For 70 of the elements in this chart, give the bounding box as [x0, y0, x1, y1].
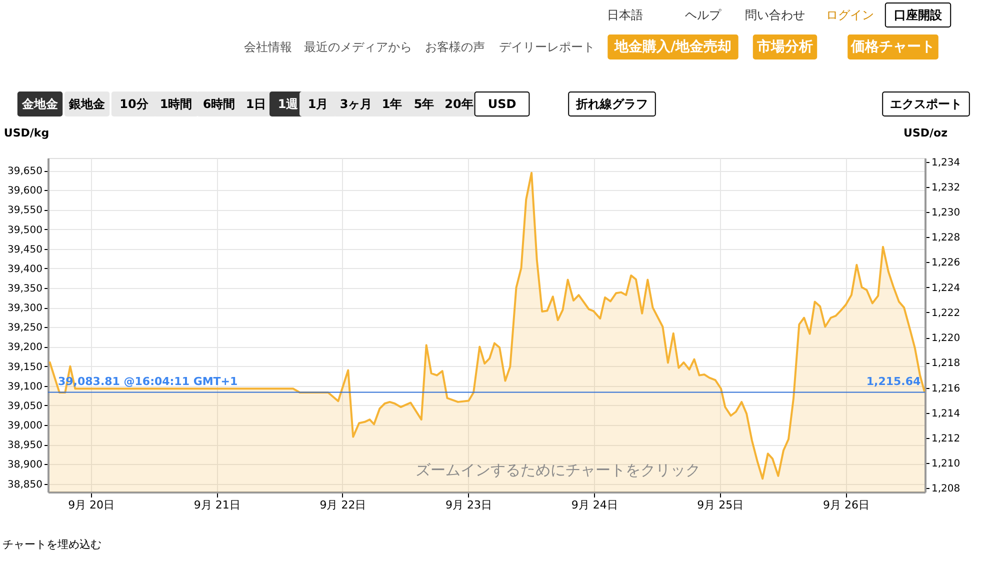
text: ログイン	[826, 8, 874, 22]
y-tick-label: 39,200	[8, 342, 42, 354]
y-tick-label: 39,350	[8, 284, 42, 294]
y-tick-label: 39,100	[8, 381, 42, 392]
text: 口座開設	[894, 8, 943, 22]
annotation: 1,215.64	[866, 375, 921, 388]
y2-tick-label: 1,232	[932, 182, 960, 194]
text: 20年	[444, 97, 474, 111]
text: 3ヶ月	[340, 97, 372, 111]
text: 1日	[246, 97, 266, 111]
text: 問い合わせ	[745, 8, 805, 22]
text: 6時間	[202, 97, 236, 111]
y2-tick-label: 1,210	[932, 458, 960, 470]
y2-tick-label: 1,234	[932, 157, 960, 168]
x-tick-label: 9月 26日	[823, 498, 870, 512]
text: USD	[488, 97, 516, 111]
text: ヘルプ	[685, 8, 722, 22]
x-tick-label: 9月 25日	[697, 498, 744, 512]
y-tick-label: 39,500	[8, 224, 42, 236]
y-tick-label: 38,900	[8, 460, 42, 471]
y-tick-label: 38,950	[8, 440, 42, 452]
y2-tick-label: 1,224	[932, 282, 960, 294]
text: 日本語	[607, 8, 643, 22]
y-tick-label: 39,000	[8, 420, 42, 432]
y-tick-label: 39,600	[8, 186, 42, 197]
text: 1年	[382, 97, 402, 111]
text: チャートを埋め込む	[2, 538, 102, 551]
text: 会社情報	[244, 40, 292, 54]
annotation: ズームインするためにチャートをクリック	[416, 461, 700, 479]
y2-tick-label: 1,208	[932, 484, 960, 495]
y2-tick-label: 1,230	[932, 207, 960, 218]
y-tick-label: 39,400	[8, 264, 42, 275]
y-tick-label: 39,050	[8, 400, 42, 412]
x-tick-label: 9月 20日	[68, 498, 115, 512]
text: 1月	[308, 97, 328, 111]
y2-tick-label: 1,226	[932, 258, 960, 269]
text: デイリーレポート	[499, 40, 595, 54]
y2-tick-label: 1,220	[932, 333, 960, 344]
x-tick-label: 9月 24日	[571, 498, 618, 512]
text: 金地金	[21, 97, 59, 111]
y-tick-label: 39,550	[8, 205, 42, 216]
y-tick-label: 39,300	[8, 303, 42, 314]
y2-tick-label: 1,216	[932, 383, 960, 394]
text: 銀地金	[68, 97, 106, 111]
text: 最近のメディアから	[304, 40, 412, 54]
y-axis-title: USD/kg	[4, 126, 50, 140]
text: 地金購入/地金売却	[613, 39, 732, 55]
text: お客様の声	[425, 40, 485, 54]
y-tick-label: 39,250	[8, 322, 42, 334]
y-tick-label: 39,150	[8, 362, 42, 373]
text: 折れ線グラフ	[575, 97, 648, 111]
x-tick-label: 9月 23日	[446, 498, 492, 512]
y2-tick-label: 1,212	[932, 434, 960, 445]
y-tick-label: 39,650	[8, 166, 42, 178]
y2-tick-label: 1,228	[932, 232, 960, 244]
text: エクスポート	[890, 97, 962, 111]
text: 市場分析	[756, 38, 813, 55]
x-tick-label: 9月 22日	[320, 498, 366, 512]
y2-tick-label: 1,222	[932, 308, 960, 319]
text: 1時間	[160, 97, 192, 111]
x-tick-label: 9月 21日	[194, 498, 240, 512]
text: 価格チャート	[850, 39, 935, 55]
text: 5年	[414, 97, 434, 111]
y2-tick-label: 1,214	[932, 408, 960, 420]
y-tick-label: 38,850	[8, 479, 42, 490]
text: 1週	[278, 97, 300, 111]
text: 10分	[120, 97, 150, 111]
y-tick-label: 39,450	[8, 244, 42, 256]
y2-axis-title: USD/oz	[904, 126, 948, 140]
y2-tick-label: 1,218	[932, 358, 960, 370]
